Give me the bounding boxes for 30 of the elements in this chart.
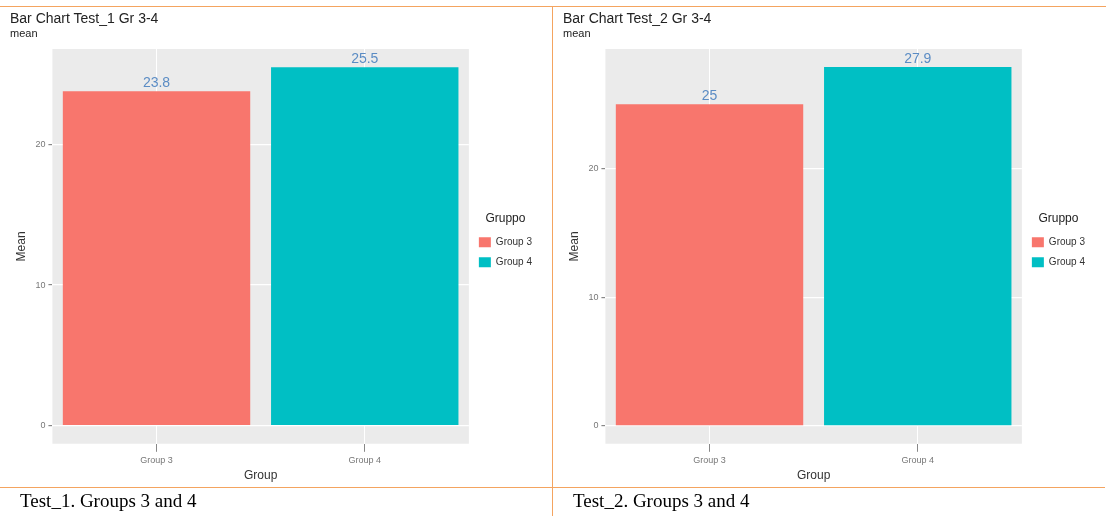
- legend-label: Group 3: [1048, 235, 1086, 247]
- legend-label: Group 4: [1048, 255, 1086, 267]
- chart-subtitle: mean: [10, 27, 38, 40]
- data-label: 27.9: [904, 49, 932, 66]
- data-label: 23.8: [142, 74, 171, 91]
- legend-label: Group 3: [495, 235, 533, 247]
- chart-title: Bar Chart Test_2 Gr 3-4: [563, 10, 712, 27]
- data-label: 25: [701, 87, 718, 104]
- y-tick-label: 10: [35, 279, 46, 290]
- text: Test_1. Groups 3 and 4: [0, 487, 552, 516]
- x-axis-title: Group: [796, 468, 831, 483]
- legend-title: Gruppo: [1038, 211, 1079, 226]
- y-tick-label: 0: [40, 420, 46, 431]
- legend-label: Group 4: [495, 255, 533, 267]
- chart-subtitle: mean: [563, 27, 591, 40]
- x-tick-label: Group 4: [901, 454, 935, 465]
- text: Test_2. Groups 3 and 4: [553, 487, 1105, 516]
- x-tick-label: Group 3: [140, 454, 173, 465]
- y-axis-title: Mean: [566, 231, 581, 262]
- chart-title: Bar Chart Test_1 Gr 3-4: [10, 10, 159, 27]
- y-tick-label: 20: [588, 163, 599, 174]
- y-axis-title: Mean: [13, 231, 28, 262]
- x-tick-label: Group 4: [348, 454, 382, 465]
- x-axis-title: Group: [243, 468, 278, 483]
- x-tick-label: Group 3: [693, 454, 726, 465]
- y-tick-label: 0: [593, 420, 599, 431]
- legend-title: Gruppo: [485, 211, 526, 226]
- y-tick-label: 10: [588, 291, 599, 302]
- y-tick-label: 20: [35, 139, 46, 150]
- data-label: 25.5: [351, 50, 379, 67]
